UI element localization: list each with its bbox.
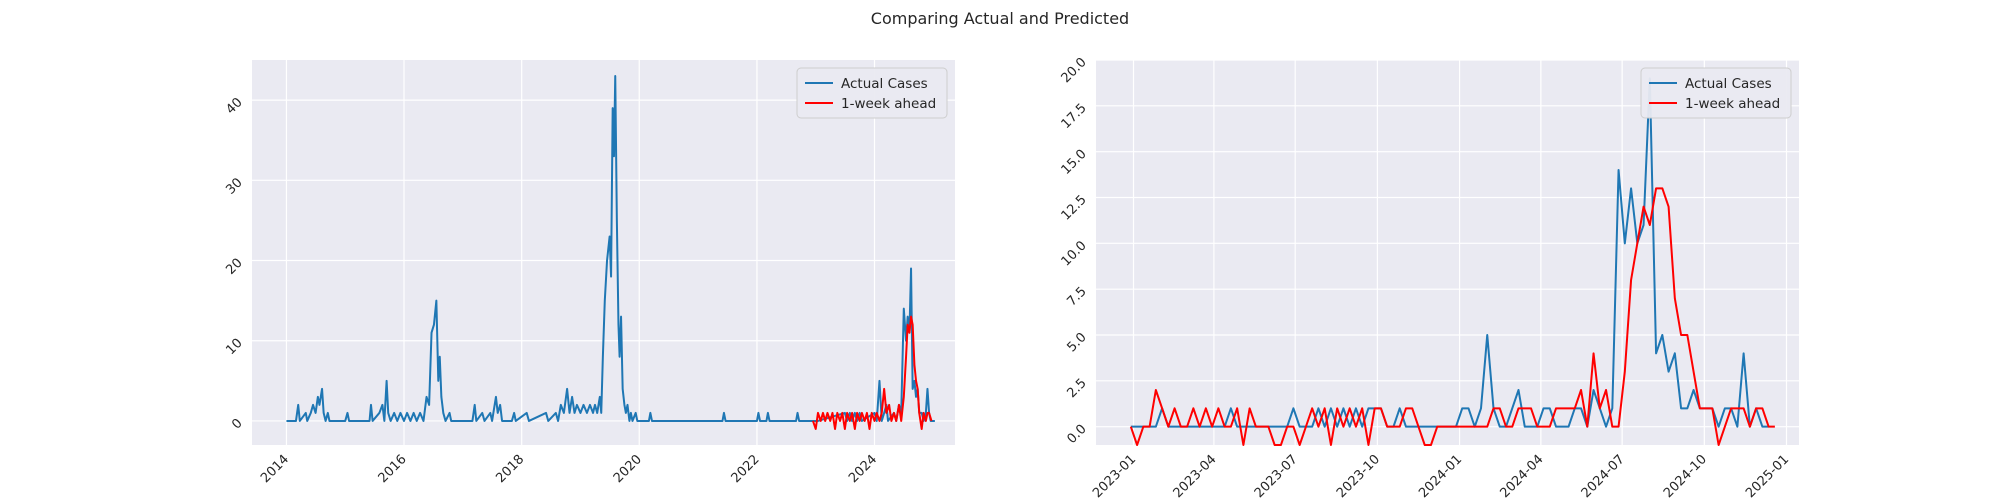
x-tick-label: 2020: [611, 452, 645, 486]
y-tick-label: 7.5: [1064, 284, 1089, 309]
chart-right: 0.0 2.5 5.0 7.5 10.0 12.5 15.0 17.5 20.0 2023-01 2…: [1059, 55, 1799, 500]
y-tick-label: 40: [223, 95, 245, 117]
y-tick-label: 10: [223, 336, 245, 358]
plot-area: [252, 60, 955, 445]
y-tick-label: 5.0: [1064, 330, 1089, 355]
chart-left: 0 10 20 30 40 2014 2016 2018 2020 2022 2024 Actual …: [223, 60, 955, 486]
y-tick-label: 0.0: [1064, 422, 1089, 447]
legend-box: [1640, 67, 1792, 119]
legend-box: [796, 67, 948, 119]
x-tick-label: 2023-07: [1252, 452, 1301, 500]
legend: Actual Cases 1-week ahead: [1640, 67, 1792, 119]
y-tick-label: 17.5: [1059, 101, 1090, 132]
y-tick-label: 2.5: [1064, 376, 1089, 401]
x-tick-label: 2024-07: [1579, 452, 1628, 500]
x-tick-label: 2022: [729, 452, 763, 486]
y-tick-label: 20: [223, 256, 245, 278]
y-tick-label: 20.0: [1059, 55, 1090, 86]
y-tick-label: 12.5: [1059, 193, 1090, 224]
x-tick-label: 2023-04: [1171, 452, 1220, 500]
x-tick-label: 2014: [258, 452, 292, 486]
x-tick-label: 2023-10: [1334, 452, 1383, 500]
series-line-1-week-ahead: [1129, 187, 1775, 446]
y-tick-label: 30: [223, 175, 245, 197]
x-tick-label: 2016: [376, 452, 410, 486]
y-tick-label: 15.0: [1059, 147, 1090, 178]
figure-title: Comparing Actual and Predicted: [871, 9, 1129, 28]
y-tick-label: 10.0: [1059, 238, 1090, 269]
x-tick-label: 2024: [846, 452, 880, 486]
x-tick-label: 2024-01: [1416, 452, 1465, 500]
legend-label: 1-week ahead: [841, 96, 936, 112]
legend: Actual Cases 1-week ahead: [796, 67, 948, 119]
x-tick-label: 2024-10: [1661, 452, 1710, 500]
y-tick-label: 0: [229, 416, 245, 432]
x-tick-label: 2018: [493, 452, 527, 486]
series-line-1-week-ahead: [812, 315, 933, 430]
x-tick-label: 2023-01: [1090, 452, 1139, 500]
x-tick-label: 2025-01: [1743, 452, 1792, 500]
legend-label: 1-week ahead: [1685, 96, 1780, 112]
x-tick-label: 2024-04: [1497, 452, 1546, 500]
legend-label: Actual Cases: [841, 76, 928, 92]
legend-label: Actual Cases: [1685, 76, 1772, 92]
